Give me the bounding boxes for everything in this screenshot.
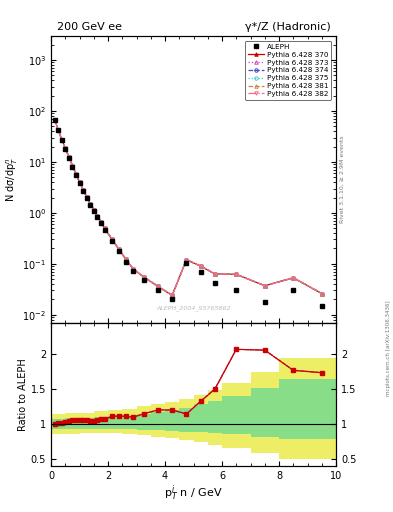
Text: γ*/Z (Hadronic): γ*/Z (Hadronic)	[244, 22, 330, 32]
Text: ALEPH_2004_S5765862: ALEPH_2004_S5765862	[156, 305, 231, 311]
Text: 200 GeV ee: 200 GeV ee	[57, 22, 122, 32]
Y-axis label: Rivet 3.1.10, ≥ 2.9M events: Rivet 3.1.10, ≥ 2.9M events	[340, 135, 345, 223]
Legend: ALEPH, Pythia 6.428 370, Pythia 6.428 373, Pythia 6.428 374, Pythia 6.428 375, P: ALEPH, Pythia 6.428 370, Pythia 6.428 37…	[245, 41, 331, 100]
Text: mcplots.cern.ch [arXiv:1306.3436]: mcplots.cern.ch [arXiv:1306.3436]	[386, 301, 391, 396]
Y-axis label: N dσ/dp$_T^n$: N dσ/dp$_T^n$	[4, 157, 20, 202]
Y-axis label: Ratio to ALEPH: Ratio to ALEPH	[18, 358, 28, 431]
X-axis label: p$_T^i$ n / GeV: p$_T^i$ n / GeV	[164, 483, 223, 503]
